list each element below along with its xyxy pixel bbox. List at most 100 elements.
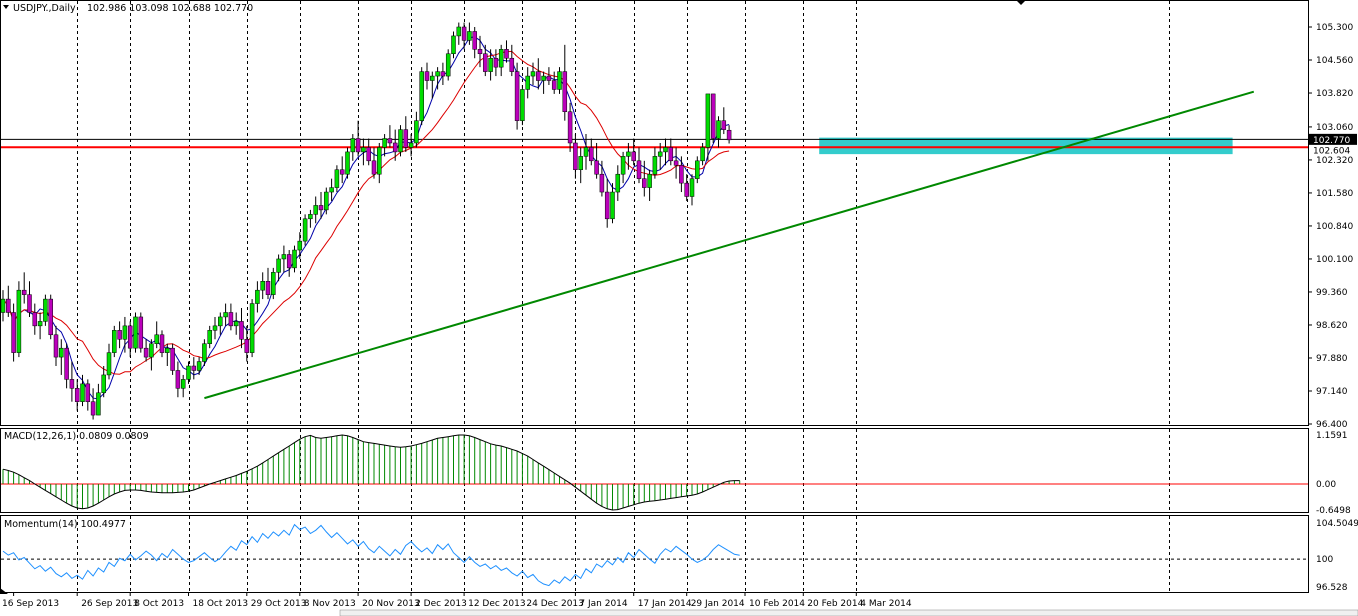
candle-body: [419, 71, 424, 121]
candle-body: [64, 347, 69, 380]
candle-body: [21, 289, 27, 295]
candle-body: [11, 312, 16, 353]
candle-body: [377, 147, 382, 175]
candle-body: [313, 205, 318, 215]
x-tick-label: 17 Jan 2014: [638, 599, 692, 609]
candle-body: [202, 343, 207, 362]
candle-body: [117, 330, 122, 340]
symbol-label: USDJPY.,Daily: [13, 3, 76, 14]
candle-body: [626, 151, 631, 157]
ohlc-readout: 102.986 103.098 102.688 102.770: [87, 3, 253, 14]
candle-body: [620, 156, 626, 175]
candle-body: [583, 147, 589, 157]
candle-body: [695, 160, 700, 179]
scroll-marker-icon[interactable]: [0, 588, 8, 594]
candle-body: [366, 147, 371, 162]
candle-body: [652, 156, 658, 175]
candle-body: [615, 173, 621, 193]
current-price-tag: [1309, 133, 1357, 145]
momentum-line: [2, 523, 740, 587]
candle-body: [355, 138, 361, 153]
candle-body: [96, 392, 101, 416]
candle-body: [456, 26, 462, 37]
x-tick-label: 20 Feb 2014: [807, 599, 863, 609]
y-tick-label: 99.360: [1316, 288, 1348, 298]
candle-body: [657, 151, 663, 157]
y-tick-label: 103.820: [1316, 89, 1353, 99]
candle-body: [180, 379, 186, 389]
candle-body: [631, 151, 636, 162]
candle-body: [530, 71, 536, 77]
candle-body: [191, 365, 197, 371]
moving-averages: [2, 36, 730, 400]
macd-tick-label: -0.6498: [1316, 506, 1351, 516]
ma-13-line: [2, 50, 730, 375]
candle-body: [334, 169, 340, 188]
y-tick-label: 97.880: [1316, 354, 1348, 364]
candle-body: [74, 388, 80, 402]
candle-body: [260, 281, 265, 291]
candle-body: [196, 361, 202, 371]
candle-body: [318, 205, 324, 211]
x-tick-label: 18 Oct 2013: [193, 599, 249, 609]
x-tick-label: 2 Dec 2013: [415, 599, 467, 609]
price-overlays: [1, 137, 1308, 155]
current-price-label: 102.770: [1313, 136, 1350, 146]
candle-body: [382, 138, 387, 148]
candle-body: [610, 191, 615, 220]
candle-body: [498, 49, 504, 68]
trendline-group: [204, 90, 1255, 400]
candle-body: [297, 240, 303, 251]
candle-body: [536, 71, 541, 81]
y-tick-label: 102.320: [1316, 156, 1353, 166]
momentum-series: 104.5049 100 96.528: [1, 519, 1358, 593]
candle-body: [557, 71, 562, 90]
candle-body: [175, 370, 181, 389]
main-panel: [0, 0, 1309, 426]
candle-body: [244, 338, 250, 353]
candle-body: [567, 111, 573, 144]
candle-body: [149, 343, 154, 358]
scrollbar: [339, 609, 1358, 616]
candle-body: [663, 147, 668, 153]
candle-body: [700, 147, 705, 162]
candle-body: [249, 303, 255, 353]
dropdown-arrow-icon[interactable]: [3, 5, 9, 9]
x-tick-label: 4 Mar 2014: [860, 599, 912, 609]
candle-body: [716, 120, 721, 139]
macd-zero-label: 0.00: [1316, 480, 1336, 490]
candle-body: [138, 316, 144, 349]
candle-body: [228, 312, 234, 327]
candle-body: [403, 129, 409, 148]
candle-body: [27, 294, 32, 313]
candle-body: [392, 142, 398, 153]
candle-body: [233, 321, 239, 327]
candle-body: [387, 138, 393, 144]
candle-body: [101, 374, 106, 394]
candle-body: [112, 330, 117, 353]
candle-body: [329, 187, 334, 193]
y-tick-label: 96.400: [1316, 420, 1348, 430]
candle-body: [308, 214, 313, 220]
x-tick-label: 24 Dec 2013: [526, 599, 584, 609]
candle-body: [440, 71, 446, 77]
candle-body: [159, 334, 165, 353]
price-axis: 105.300 104.560 103.820 103.060 102.320 101.5…: [1308, 23, 1357, 430]
y-tick-label: 98.620: [1316, 321, 1348, 331]
candle-body: [721, 120, 727, 130]
macd-signal-line: [2, 434, 740, 511]
candle-body: [673, 160, 679, 166]
candle-body: [705, 93, 711, 148]
candle-body: [642, 178, 647, 188]
x-tick-label: 10 Feb 2014: [749, 599, 805, 609]
trendline: [204, 90, 1255, 400]
momentum-title: Momentum(14) 100.4977: [4, 519, 126, 530]
candle-body: [541, 75, 546, 81]
candle-body: [414, 120, 419, 144]
candle-body: [59, 347, 64, 358]
y-tick-label: 100.100: [1316, 255, 1353, 265]
chart-shift-marker-icon[interactable]: [1016, 0, 1026, 5]
candle-body: [689, 178, 695, 197]
